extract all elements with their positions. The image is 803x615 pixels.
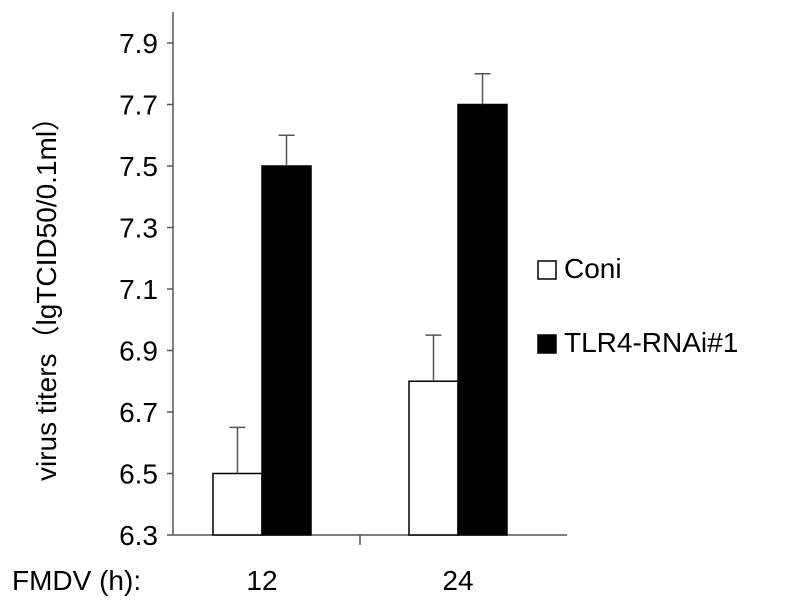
legend: Coni TLR4-RNAi#1 (537, 253, 738, 358)
y-tick-label: 6.9 (119, 336, 158, 367)
y-axis-ticks: 6.3 6.5 6.7 6.9 7.1 7.3 7.5 7.7 7.9 (119, 28, 173, 551)
legend-label: Coni (564, 253, 622, 284)
y-tick-label: 7.9 (119, 28, 158, 59)
y-tick-label: 7.7 (119, 90, 158, 121)
y-tick-label: 7.1 (119, 274, 158, 305)
y-axis-label: virus titers（lgTCID50/0.1ml） (31, 103, 62, 481)
y-tick-label: 7.3 (119, 213, 158, 244)
y-tick-label: 6.3 (119, 520, 158, 551)
x-axis-ticks: 12 24 (246, 565, 473, 596)
y-tick-label: 6.7 (119, 397, 158, 428)
bar-coni-12 (212, 472, 263, 536)
x-tick-label: 12 (246, 565, 277, 596)
x-axis-label: FMDV (h): (12, 565, 141, 596)
y-tick-label: 7.5 (119, 151, 158, 182)
legend-swatch (537, 334, 557, 354)
legend-label: TLR4-RNAi#1 (564, 327, 738, 358)
y-tick-label: 6.5 (119, 459, 158, 490)
bars-group (212, 73, 508, 536)
bar-tlr4-rnai-24 (457, 103, 508, 536)
bar-coni-24 (408, 380, 459, 536)
x-tick-label: 24 (442, 565, 473, 596)
legend-swatch (537, 260, 557, 280)
bar-tlr4-rnai-12 (261, 165, 312, 536)
